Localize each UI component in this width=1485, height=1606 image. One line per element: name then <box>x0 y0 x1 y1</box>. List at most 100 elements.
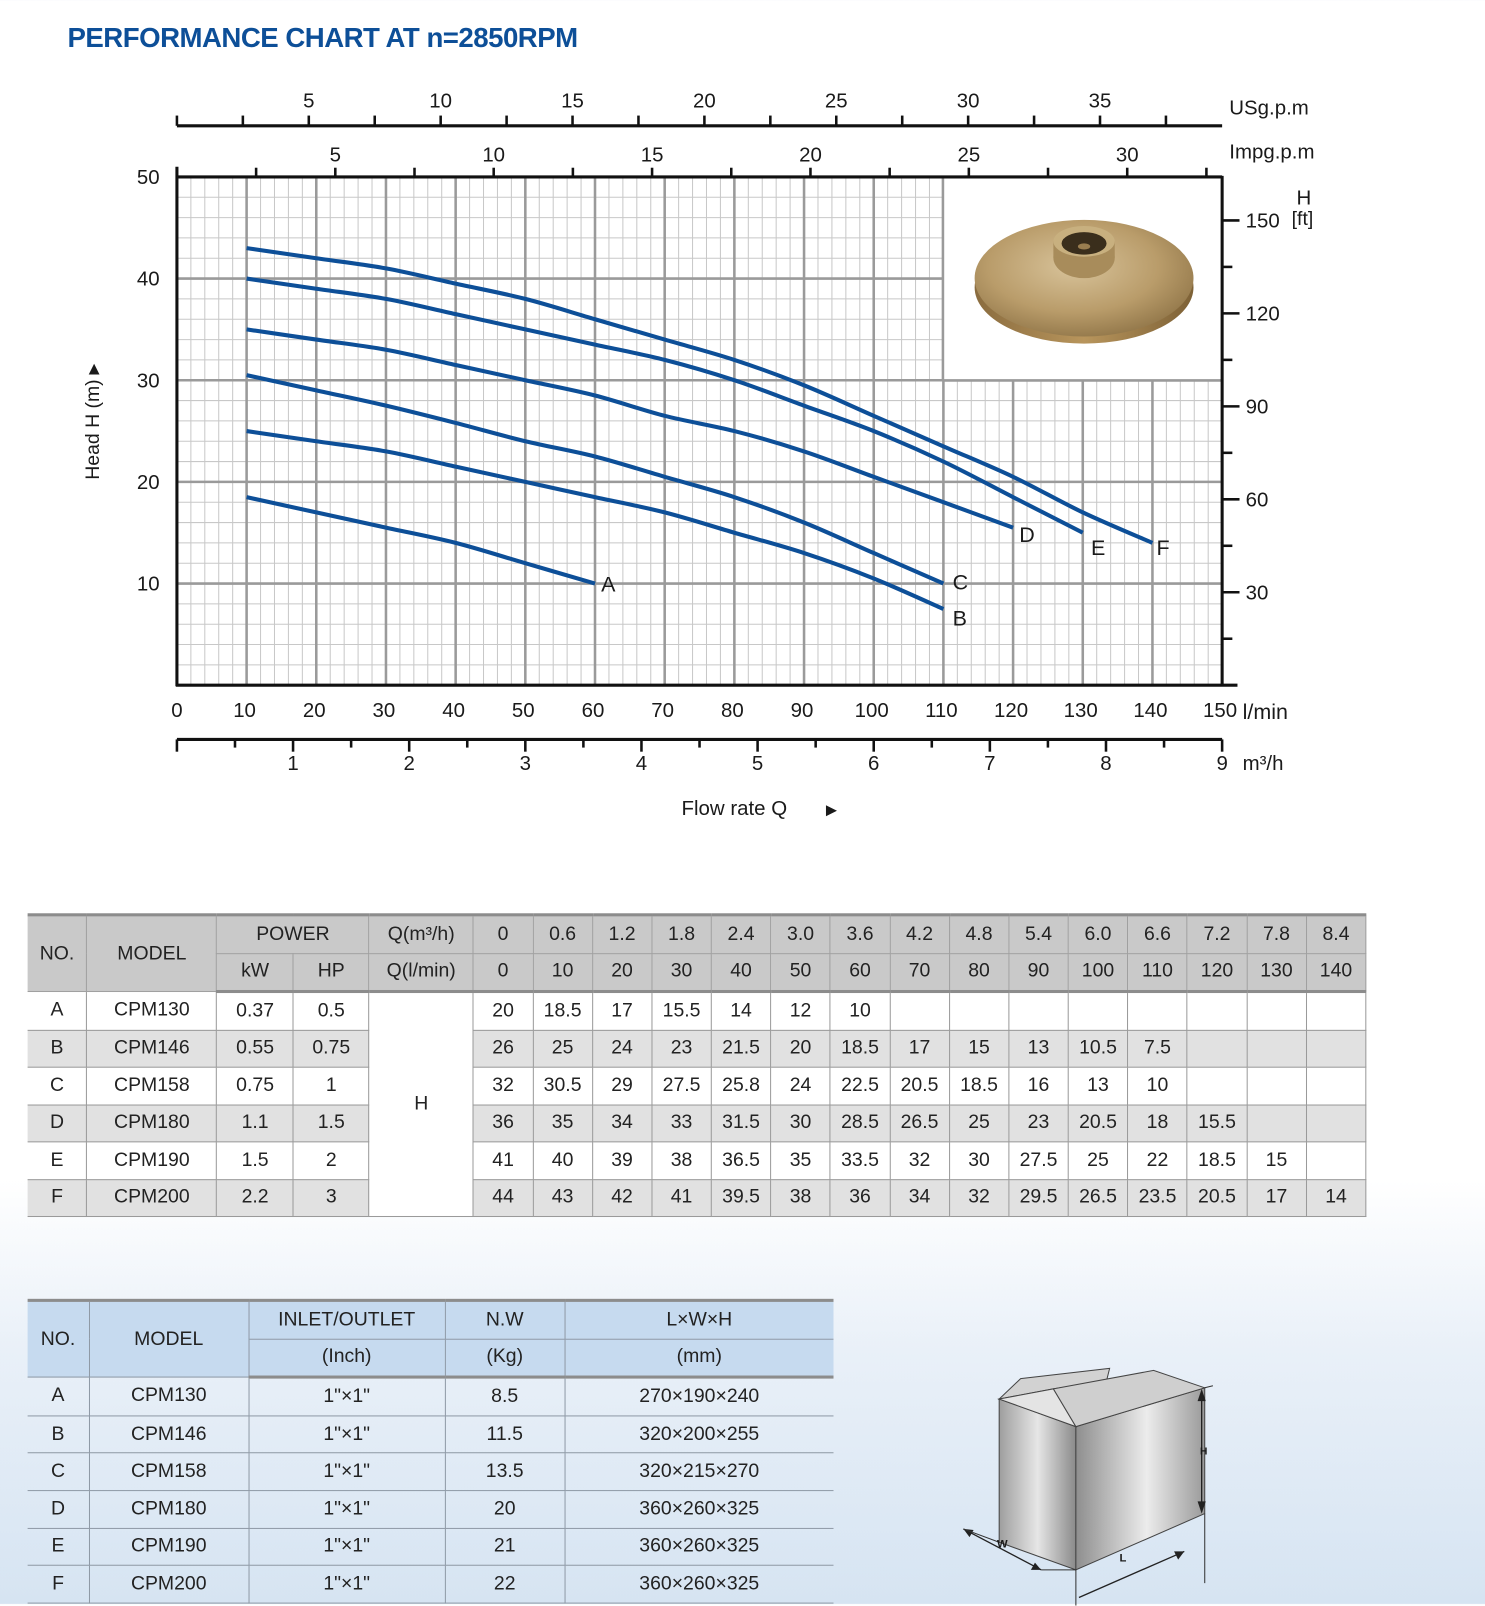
cell-head <box>1246 1104 1307 1143</box>
cell-no: D <box>27 1104 88 1143</box>
box-w-label: W <box>997 1538 1008 1550</box>
header-q-m3h: Q(m³/h) <box>368 913 474 954</box>
cell-model: CPM180 <box>86 1104 218 1143</box>
performance-table: NO. MODEL POWER Q(m³/h) 0 0.6 1.2 1.8 2.4 3.0 3.6 4… <box>27 913 1367 1218</box>
impgpm-tick-label: 30 <box>1116 144 1139 167</box>
cell-dimensions: 320×200×255 <box>564 1415 834 1454</box>
m3h-tick-label: 2 <box>404 752 415 775</box>
curve-label-A: A <box>601 573 616 597</box>
curve-label-E: E <box>1091 536 1105 560</box>
cell-head <box>1186 1066 1248 1106</box>
cell-head: 36 <box>829 1178 891 1218</box>
cell-head: 7.5 <box>1127 1029 1188 1068</box>
cell-head: 20 <box>472 991 534 1031</box>
cell-head: 23 <box>1008 1104 1069 1143</box>
usgpm-tick-label: 10 <box>429 89 452 112</box>
cell-inlet-outlet: 1"×1" <box>248 1490 446 1529</box>
cell-kw: 0.75 <box>216 1066 294 1106</box>
header-model: MODEL <box>86 913 218 993</box>
axes: 0 10 20 30 40 50 60 70 80 90 100 110 120 130 140 150 l/m… <box>82 89 1314 820</box>
header-q-lmin-value: 110 <box>1127 952 1188 994</box>
x-tick-label: 10 <box>233 699 256 722</box>
table-row: C CPM158 0.75 1 32 30.5 29 27.5 25.8 24 22.5 20.5 18… <box>27 1066 1367 1106</box>
x-tick-label: 60 <box>582 699 605 722</box>
curve-D <box>246 327 1014 530</box>
x-tick-label: 100 <box>855 699 889 722</box>
cell-head: 23.5 <box>1127 1178 1188 1218</box>
cell-head <box>889 991 950 1031</box>
cell-head: 42 <box>591 1178 653 1218</box>
header-q-lmin-value: 0 <box>472 952 534 994</box>
m3h-tick-label: 4 <box>636 752 647 775</box>
box-l-label: L <box>1119 1553 1126 1565</box>
cell-head: 25 <box>1067 1141 1129 1180</box>
cell-head: 17 <box>889 1029 950 1068</box>
cell-head: 20.5 <box>1186 1178 1248 1218</box>
cell-model: CPM158 <box>88 1452 250 1492</box>
usgpm-tick-label: 15 <box>561 89 584 112</box>
cell-no: B <box>27 1029 88 1068</box>
x-tick-label: 110 <box>925 699 958 722</box>
m3h-unit-label: m³/h <box>1243 752 1284 775</box>
header-q-lmin-value: 100 <box>1067 952 1129 994</box>
dimensions-table: NO. MODEL INLET/OUTLET N.W L×W×H (Inch) (Kg) (m… <box>27 1298 834 1604</box>
header-q-lmin-value: 40 <box>710 952 772 994</box>
cell-no: A <box>27 1376 90 1417</box>
cell-head: 17 <box>1246 1178 1307 1218</box>
x-tick-label: 140 <box>1133 699 1167 722</box>
cell-head <box>1305 1104 1367 1143</box>
cell-kw: 2.2 <box>216 1178 294 1218</box>
cell-model: CPM200 <box>88 1564 250 1604</box>
header-q-m3h-value: 3.0 <box>770 913 831 954</box>
cell-head: 39 <box>591 1141 653 1180</box>
cell-head: 18 <box>1127 1104 1188 1143</box>
x-tick-label: 30 <box>373 699 396 722</box>
header-q-lmin-value: 30 <box>651 952 712 994</box>
table-row: D CPM180 1.1 1.5 36 35 34 33 31.5 30 28.5 26.5 25 23 2… <box>27 1104 1367 1143</box>
cell-hp: 3 <box>292 1178 370 1218</box>
cell-net-weight: 11.5 <box>444 1415 566 1454</box>
x-tick-label: 150 <box>1203 699 1237 722</box>
cell-no: F <box>27 1564 90 1604</box>
cell-model: CPM190 <box>86 1141 218 1180</box>
cell-head <box>1008 991 1069 1031</box>
cell-head: 21.5 <box>710 1029 772 1068</box>
cell-head: 23 <box>651 1029 712 1068</box>
header-no: NO. <box>27 913 88 993</box>
ft-axis-title: H <box>1297 187 1312 210</box>
cell-head: 29.5 <box>1008 1178 1069 1218</box>
cell-head: 41 <box>472 1141 534 1180</box>
x-tick-label: 130 <box>1064 699 1098 722</box>
header-power: POWER <box>216 913 370 954</box>
cell-head: 10 <box>829 991 891 1031</box>
cell-head: 38 <box>770 1178 831 1218</box>
header-q-lmin-value: 20 <box>591 952 653 994</box>
cell-head: 32 <box>889 1141 950 1180</box>
cell-model: CPM130 <box>88 1376 250 1417</box>
cell-inlet-outlet: 1"×1" <box>248 1376 446 1417</box>
ft-unit-label: [ft] <box>1292 208 1314 230</box>
cell-no: C <box>27 1452 90 1492</box>
usgpm-tick-label: 20 <box>693 89 716 112</box>
cell-head: 26 <box>472 1029 534 1068</box>
cell-model: CPM146 <box>86 1029 218 1068</box>
m3h-tick-label: 7 <box>984 752 995 775</box>
header-q-m3h-value: 8.4 <box>1305 913 1367 954</box>
usgpm-unit-label: USg.p.m <box>1229 97 1309 120</box>
table-row: B CPM146 0.55 0.75 26 25 24 23 21.5 20 18.5 17 15 13 1… <box>27 1029 1367 1068</box>
cell-head: 31.5 <box>710 1104 772 1143</box>
curve-A <box>246 495 596 586</box>
header-q-m3h-value: 6.0 <box>1067 913 1129 954</box>
x-tick-label: 80 <box>721 699 744 722</box>
y-axis-arrow-icon: ▲ <box>85 357 103 378</box>
chart-title: PERFORMANCE CHART AT n=2850RPM <box>67 22 578 54</box>
curves: A BC D E F <box>246 246 1170 630</box>
cell-head: 36.5 <box>710 1141 772 1180</box>
cell-head: 24 <box>591 1029 653 1068</box>
m3h-tick-label: 3 <box>520 752 531 775</box>
cell-head: 26.5 <box>889 1104 950 1143</box>
cell-head <box>1305 991 1367 1031</box>
cell-head: 32 <box>472 1066 534 1106</box>
y-tick-label: 10 <box>137 573 160 596</box>
cell-head <box>1067 991 1129 1031</box>
